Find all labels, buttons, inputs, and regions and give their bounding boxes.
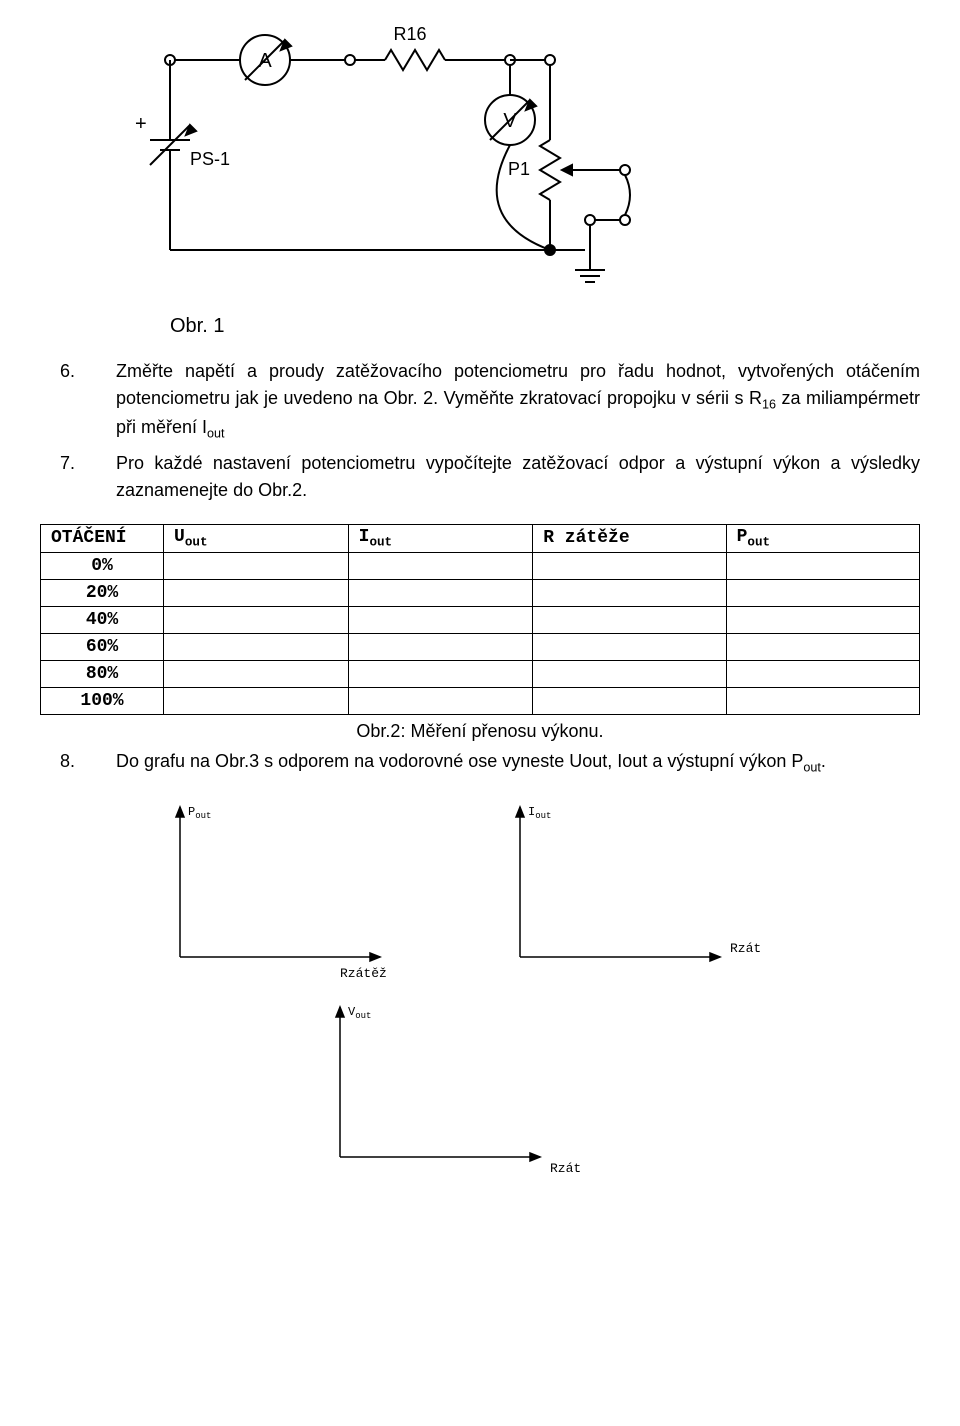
item-number: 7. bbox=[40, 450, 116, 504]
table-row: 60% bbox=[41, 633, 920, 660]
graph-vout: Vout Rzátěž bbox=[300, 997, 580, 1187]
x-axis-label: Rzátěž bbox=[730, 941, 760, 956]
row-label: 100% bbox=[41, 687, 164, 714]
table-row: 100% bbox=[41, 687, 920, 714]
item-number: 6. bbox=[40, 358, 116, 444]
table-header-row: OTÁČENÍ Uout Iout R zátěže Pout bbox=[41, 524, 920, 552]
table-row: 40% bbox=[41, 606, 920, 633]
item-text: Změřte napětí a proudy zatěžovacího pote… bbox=[116, 358, 920, 444]
pot-label: P1 bbox=[508, 159, 530, 179]
table-row: 80% bbox=[41, 660, 920, 687]
col-header-uout: Uout bbox=[164, 524, 349, 552]
y-axis-label: Vout bbox=[348, 1005, 371, 1021]
circuit-diagram: A R16 V P1 bbox=[90, 20, 920, 305]
y-axis-label: Iout bbox=[528, 805, 551, 821]
table-caption: Obr.2: Měření přenosu výkonu. bbox=[40, 721, 920, 742]
graphs-container: Pout Rzátěž Iout Rzátěž Vout Rzátě bbox=[140, 797, 920, 1187]
row-label: 20% bbox=[41, 579, 164, 606]
x-axis-label: Rzátěž bbox=[340, 966, 387, 981]
instruction-item-7: 7. Pro každé nastavení potenciometru vyp… bbox=[40, 450, 920, 504]
ps1-label: PS-1 bbox=[190, 149, 230, 169]
col-header-rload: R zátěže bbox=[533, 524, 726, 552]
x-axis-label: Rzátěž bbox=[550, 1161, 580, 1176]
item-text: Do grafu na Obr.3 s odporem na vodorovné… bbox=[116, 748, 920, 777]
col-header-pout: Pout bbox=[726, 524, 919, 552]
table-row: 0% bbox=[41, 552, 920, 579]
graph-iout: Iout Rzátěž bbox=[480, 797, 760, 987]
item-number: 8. bbox=[40, 748, 116, 777]
item-text: Pro každé nastavení potenciometru vypočí… bbox=[116, 450, 920, 504]
row-label: 80% bbox=[41, 660, 164, 687]
col-header-rotation: OTÁČENÍ bbox=[41, 524, 164, 552]
instruction-list-2: 8. Do grafu na Obr.3 s odporem na vodoro… bbox=[40, 748, 920, 777]
instruction-list: 6. Změřte napětí a proudy zatěžovacího p… bbox=[40, 358, 920, 504]
col-header-iout: Iout bbox=[348, 524, 533, 552]
row-label: 60% bbox=[41, 633, 164, 660]
instruction-item-8: 8. Do grafu na Obr.3 s odporem na vodoro… bbox=[40, 748, 920, 777]
graph-pout: Pout Rzátěž bbox=[140, 797, 420, 987]
instruction-item-6: 6. Změřte napětí a proudy zatěžovacího p… bbox=[40, 358, 920, 444]
resistor-label: R16 bbox=[393, 24, 426, 44]
data-table: OTÁČENÍ Uout Iout R zátěže Pout 0% 20% 4… bbox=[40, 524, 920, 715]
row-label: 40% bbox=[41, 606, 164, 633]
figure-1-label: Obr. 1 bbox=[170, 315, 920, 338]
table-row: 20% bbox=[41, 579, 920, 606]
y-axis-label: Pout bbox=[188, 805, 211, 821]
row-label: 0% bbox=[41, 552, 164, 579]
plus-label: + bbox=[135, 113, 147, 135]
